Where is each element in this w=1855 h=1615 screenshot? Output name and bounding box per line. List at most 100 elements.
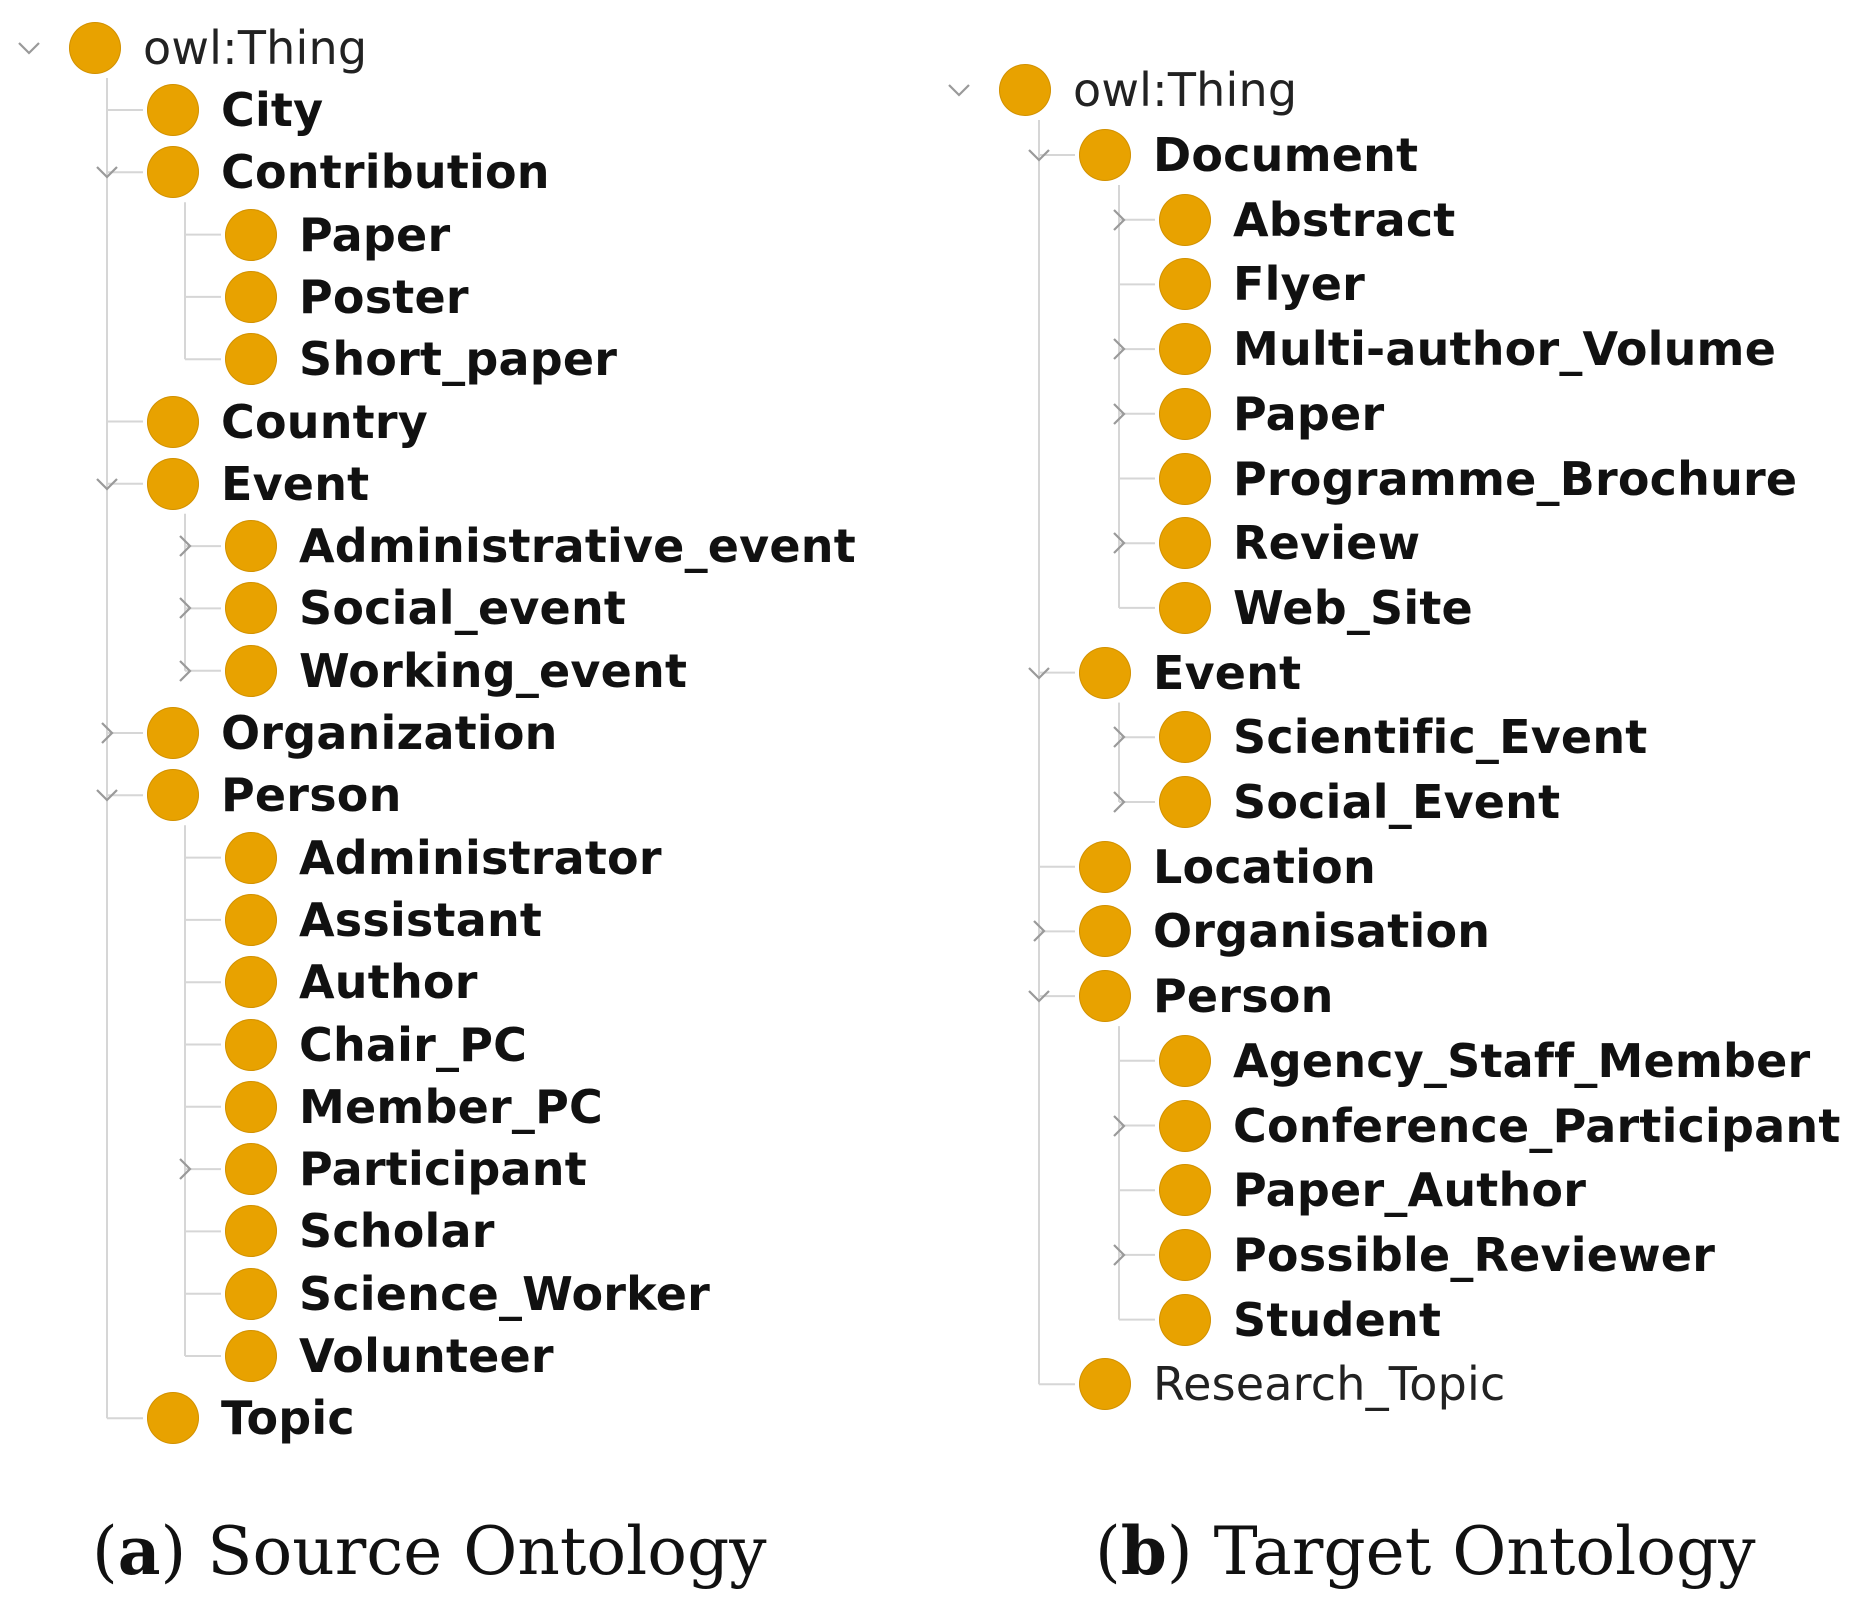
tree-node-row[interactable]: Social_event	[225, 578, 626, 638]
tree-node-row[interactable]: Multi-author_Volume	[1159, 319, 1776, 379]
node-label: Paper	[299, 207, 451, 262]
tree-root-row[interactable]: owl:Thing	[999, 60, 1297, 120]
chevron-right-icon[interactable]	[1104, 399, 1134, 429]
tree-node-row[interactable]: Abstract	[1159, 190, 1455, 250]
caption-paren-close: )	[1166, 1513, 1193, 1590]
tree-node-row[interactable]: Web_Site	[1159, 578, 1473, 638]
tree-node-row[interactable]: Student	[1159, 1290, 1441, 1350]
chevron-right-icon[interactable]	[170, 656, 200, 686]
tree-node-row[interactable]: City	[147, 80, 323, 140]
caption-text: Source Ontology	[207, 1513, 767, 1590]
chevron-down-icon[interactable]	[1024, 140, 1054, 170]
caption-letter: a	[117, 1512, 161, 1590]
chevron-right-icon[interactable]	[92, 718, 122, 748]
chevron-right-icon[interactable]	[1104, 787, 1134, 817]
tree-node-row[interactable]: Agency_Staff_Member	[1159, 1031, 1810, 1091]
node-label: Organization	[221, 706, 558, 760]
caption-letter: b	[1120, 1512, 1167, 1590]
node-label: Document	[1153, 128, 1419, 182]
tree-node-row[interactable]: Research_Topic	[1079, 1354, 1506, 1414]
node-label: Author	[299, 955, 478, 1010]
tree-node-row[interactable]: Participant	[225, 1139, 587, 1199]
chevron-down-icon[interactable]	[14, 33, 44, 63]
caption-target: (b) Target Ontology	[1095, 1512, 1756, 1590]
tree-node-row[interactable]: Document	[1079, 125, 1418, 185]
tree-node-row[interactable]: Event	[1079, 643, 1301, 703]
tree-node-row[interactable]: Paper	[1159, 384, 1384, 444]
class-node-icon	[225, 893, 277, 946]
chevron-right-icon[interactable]	[1104, 722, 1134, 752]
class-node-icon	[147, 707, 199, 759]
node-label: Social_Event	[1233, 775, 1561, 829]
tree-node-row[interactable]: Contribution	[147, 142, 550, 202]
class-node-icon	[1079, 970, 1131, 1023]
chevron-right-icon[interactable]	[1104, 205, 1134, 235]
tree-node-row[interactable]: Poster	[225, 267, 469, 327]
tree-node-row[interactable]: Conference_Participant	[1159, 1096, 1841, 1156]
tree-node-row[interactable]: Organisation	[1079, 901, 1490, 961]
tree-node-row[interactable]: Assistant	[225, 890, 542, 950]
tree-node-row[interactable]: Country	[147, 392, 428, 452]
tree-node-row[interactable]: Science_Worker	[225, 1264, 710, 1324]
class-node-icon	[225, 1080, 277, 1133]
node-label: Participant	[299, 1142, 587, 1197]
tree-node-row[interactable]: Administrator	[225, 828, 662, 888]
tree-node-row[interactable]: Organization	[147, 703, 558, 763]
node-label: Administrator	[299, 830, 662, 885]
tree-node-row[interactable]: Possible_Reviewer	[1159, 1225, 1715, 1285]
chevron-right-icon[interactable]	[170, 1154, 200, 1184]
tree-node-row[interactable]: Chair_PC	[225, 1015, 527, 1075]
node-label: owl:Thing	[143, 21, 368, 75]
chevron-right-icon[interactable]	[170, 593, 200, 623]
node-label: Location	[1153, 839, 1376, 894]
tree-root-row[interactable]: owl:Thing	[69, 18, 367, 78]
chevron-right-icon[interactable]	[170, 531, 200, 561]
chevron-right-icon[interactable]	[1104, 334, 1134, 364]
tree-node-row[interactable]: Scientific_Event	[1159, 707, 1647, 767]
node-label: Event	[221, 456, 370, 511]
tree-node-row[interactable]: Author	[225, 952, 478, 1012]
node-label: Person	[1153, 969, 1334, 1024]
tree-node-row[interactable]: Working_event	[225, 641, 687, 701]
tree-node-row[interactable]: Location	[1079, 837, 1376, 897]
tree-node-row[interactable]: Administrative_event	[225, 516, 856, 576]
chevron-right-icon[interactable]	[1104, 1111, 1134, 1141]
tree-node-row[interactable]: Flyer	[1159, 254, 1365, 314]
class-node-icon	[1159, 1099, 1211, 1152]
chevron-right-icon[interactable]	[1104, 528, 1134, 558]
tree-node-row[interactable]: Scholar	[225, 1201, 495, 1261]
class-node-icon	[147, 457, 199, 510]
tree-node-row[interactable]: Short_paper	[225, 329, 617, 389]
tree-node-row[interactable]: Person	[147, 765, 402, 825]
chevron-down-icon[interactable]	[1024, 658, 1054, 688]
node-label: Topic	[221, 1391, 355, 1446]
chevron-down-icon[interactable]	[92, 157, 122, 187]
chevron-right-icon[interactable]	[1024, 916, 1054, 946]
class-node-icon	[147, 769, 199, 822]
chevron-down-icon[interactable]	[92, 469, 122, 499]
node-label: Social_event	[299, 581, 627, 636]
tree-node-row[interactable]: Member_PC	[225, 1077, 603, 1137]
tree-node-row[interactable]: Event	[147, 454, 369, 514]
tree-node-row[interactable]: Paper	[225, 205, 450, 265]
tree-node-row[interactable]: Volunteer	[225, 1326, 554, 1386]
tree-node-row[interactable]: Social_Event	[1159, 772, 1560, 832]
tree-node-row[interactable]: Topic	[147, 1388, 355, 1448]
tree-node-row[interactable]: Paper_Author	[1159, 1160, 1586, 1220]
class-node-icon	[225, 1205, 277, 1258]
class-node-icon	[225, 644, 277, 697]
class-node-icon	[1159, 387, 1211, 440]
class-node-icon	[1159, 1034, 1211, 1087]
tree-node-row[interactable]: Person	[1079, 966, 1334, 1026]
node-label: Paper	[1233, 386, 1385, 441]
chevron-down-icon[interactable]	[92, 780, 122, 810]
node-label: Contribution	[221, 145, 550, 200]
tree-node-row[interactable]: Programme_Brochure	[1159, 449, 1797, 509]
chevron-down-icon[interactable]	[1024, 981, 1054, 1011]
chevron-right-icon[interactable]	[1104, 1240, 1134, 1270]
tree-node-row[interactable]: Review	[1159, 513, 1420, 573]
node-label: Possible_Reviewer	[1233, 1227, 1716, 1282]
node-label: Scientific_Event	[1233, 710, 1648, 765]
class-node-icon	[147, 146, 199, 199]
chevron-down-icon[interactable]	[944, 75, 974, 105]
